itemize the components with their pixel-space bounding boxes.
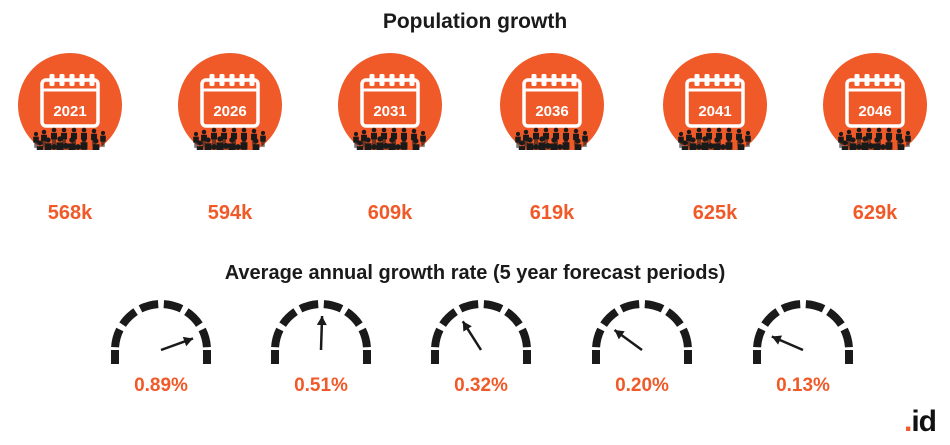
growth-rate-item: 0.20% [587, 298, 697, 396]
crowd-icon [515, 127, 588, 150]
growth-rate-value: 0.51% [294, 375, 348, 396]
gauge-icon [271, 300, 371, 364]
calendar-icon [200, 74, 260, 128]
calendar-icon [40, 74, 100, 128]
growth-rate-item: 0.32% [426, 298, 536, 396]
calendar-badge-2046: 2046 [823, 53, 927, 150]
gauge-needle [461, 320, 483, 351]
crowd-icon [838, 127, 911, 150]
calendar-badge-2036: 2036 [500, 53, 604, 150]
crowd-icon [353, 127, 426, 150]
calendar-icon [685, 74, 745, 128]
growth-rate-value: 0.20% [615, 375, 669, 396]
gauge-icon [753, 300, 853, 364]
calendar-icon [845, 74, 905, 128]
gauge-needle [613, 329, 643, 352]
calendar-badge-2021: 2021 [18, 53, 122, 150]
calendar-year-label: 2036 [535, 103, 568, 120]
population-value: 625k [692, 202, 738, 224]
growth-rate-item: 0.13% [748, 298, 858, 396]
year-item-2046: 2046 629k [815, 50, 935, 224]
crowd-icon [193, 127, 266, 150]
growth-rate-value: 0.89% [134, 375, 188, 396]
population-value: 594k [207, 202, 253, 224]
calendar-year-label: 2031 [373, 103, 406, 120]
gauge-needle [771, 335, 804, 352]
calendar-badge-2026: 2026 [178, 53, 282, 150]
calendar-icon [522, 74, 582, 128]
gauge-icon [111, 300, 211, 364]
calendar-year-label: 2041 [698, 103, 731, 120]
gauge-needle [316, 315, 327, 351]
gauge-needle [160, 336, 194, 352]
gauge-icon [592, 300, 692, 364]
calendar-year-label: 2021 [53, 103, 86, 120]
population-value: 629k [852, 202, 898, 224]
growth-rate-item: 0.51% [266, 298, 376, 396]
year-item-2031: 2031 609k [330, 50, 450, 224]
growth-rate-value: 0.32% [454, 375, 508, 396]
population-value: 609k [367, 202, 413, 224]
crowd-icon [678, 127, 751, 150]
year-item-2041: 2041 625k [655, 50, 775, 224]
growth-rate-item: 0.89% [106, 298, 216, 396]
population-value: 619k [529, 202, 575, 224]
year-item-2036: 2036 619k [492, 50, 612, 224]
brand-logo: .id [903, 405, 937, 438]
calendar-badge-2031: 2031 [338, 53, 442, 150]
growth-rate-title: Average annual growth rate (5 year forec… [224, 262, 726, 284]
calendar-year-label: 2026 [213, 103, 246, 120]
year-item-2021: 2021 568k [10, 50, 130, 224]
population-value: 568k [47, 202, 93, 224]
chart-title: Population growth [382, 10, 568, 33]
gauge-icon [431, 300, 531, 364]
calendar-badge-2041: 2041 [663, 53, 767, 150]
crowd-icon [33, 127, 106, 150]
growth-rate-value: 0.13% [776, 375, 830, 396]
calendar-icon [360, 74, 420, 128]
year-item-2026: 2026 594k [170, 50, 290, 224]
calendar-year-label: 2046 [858, 103, 891, 120]
